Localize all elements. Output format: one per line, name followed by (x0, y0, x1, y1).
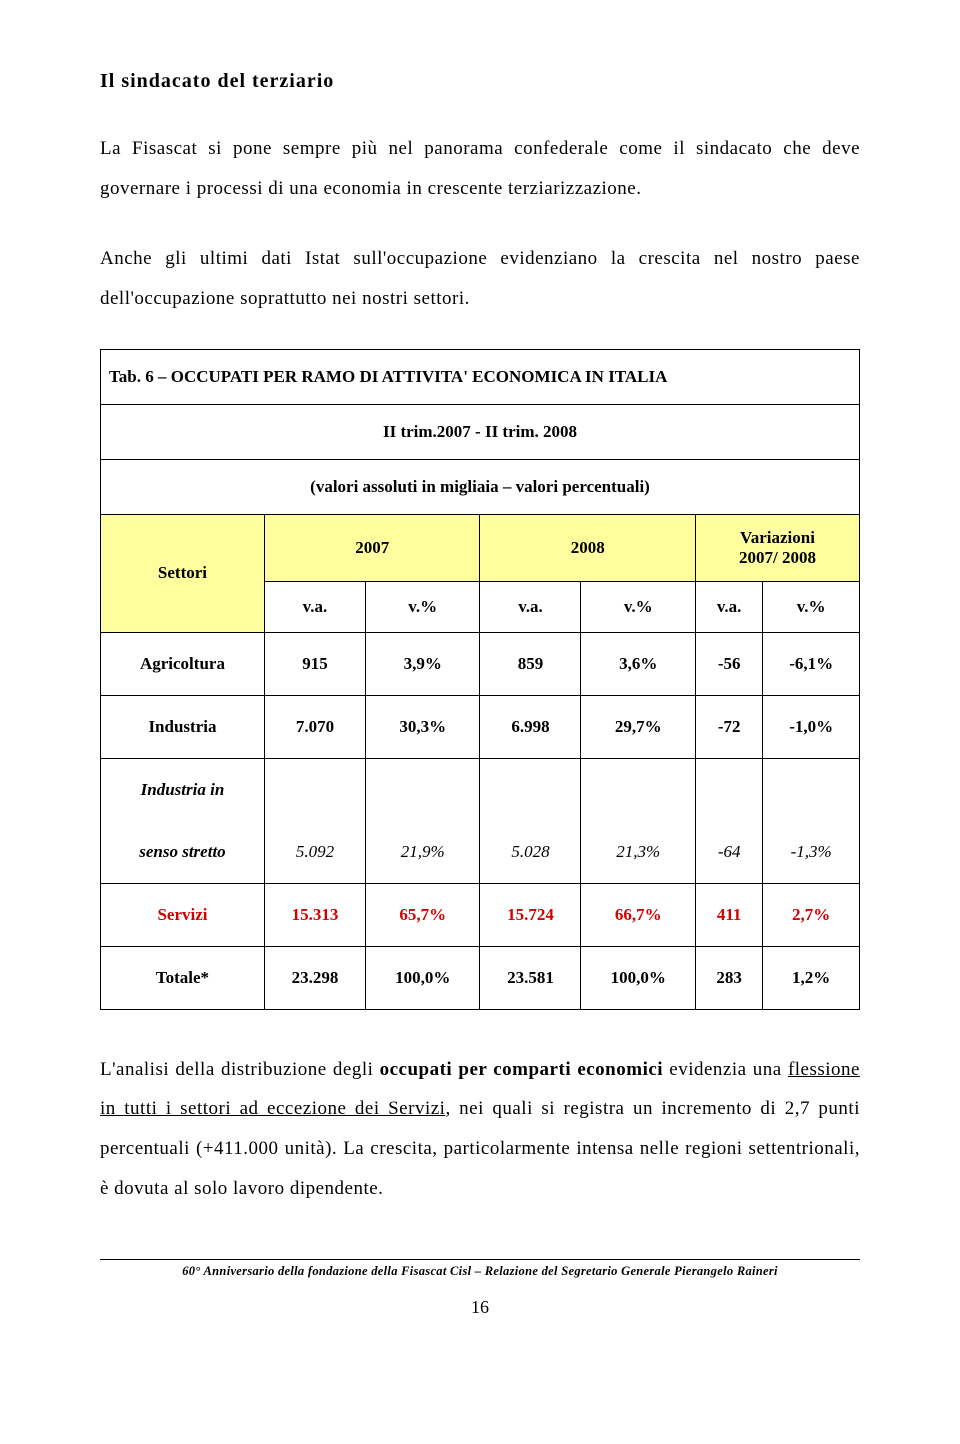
table-cell: -72 (695, 695, 762, 758)
header-variazioni: Variazioni 2007/ 2008 (695, 514, 859, 581)
table-subtitle: (valori assoluti in migliaia – valori pe… (101, 459, 860, 514)
table-cell: 100,0% (365, 946, 480, 1009)
page-number: 16 (100, 1297, 860, 1318)
table-cell: 3,9% (365, 632, 480, 695)
table-cell (365, 758, 480, 821)
table-cell: 30,3% (365, 695, 480, 758)
row-label: Servizi (101, 883, 265, 946)
table-row: Servizi15.31365,7%15.72466,7%4112,7% (101, 883, 860, 946)
table-row: Industria7.07030,3%6.99829,7%-72-1,0% (101, 695, 860, 758)
table-cell: 15.724 (480, 883, 581, 946)
header-settori: Settori (101, 514, 265, 632)
sub-va-08: v.a. (480, 581, 581, 632)
table-cell: 859 (480, 632, 581, 695)
table-subtitle-row: (valori assoluti in migliaia – valori pe… (101, 459, 860, 514)
row-label: Totale* (101, 946, 265, 1009)
table-cell (264, 758, 365, 821)
table-wrapper: Tab. 6 – OCCUPATI PER RAMO DI ATTIVITA' … (100, 349, 860, 1010)
table-cell (480, 758, 581, 821)
sub-va-var: v.a. (695, 581, 762, 632)
table-cell: 21,3% (581, 821, 696, 884)
table-cell: 100,0% (581, 946, 696, 1009)
table-cell: -1,3% (763, 821, 860, 884)
table-cell: 411 (695, 883, 762, 946)
closing-paragraph: L'analisi della distribuzione degli occu… (100, 1050, 860, 1210)
table-cell: 7.070 (264, 695, 365, 758)
table-cell: 23.298 (264, 946, 365, 1009)
header-2007: 2007 (264, 514, 480, 581)
table-period-row: II trim.2007 - II trim. 2008 (101, 404, 860, 459)
table-cell: 2,7% (763, 883, 860, 946)
footer-divider (100, 1259, 860, 1260)
table-cell: 6.998 (480, 695, 581, 758)
table-row: Totale*23.298100,0%23.581100,0%2831,2% (101, 946, 860, 1009)
closing-bold: occupati per comparti economici (380, 1059, 663, 1080)
table-cell: 915 (264, 632, 365, 695)
table-title-row: Tab. 6 – OCCUPATI PER RAMO DI ATTIVITA' … (101, 349, 860, 404)
table-cell (695, 758, 762, 821)
page-container: Il sindacato del terziario La Fisascat s… (0, 0, 960, 1386)
header-var-label: Variazioni (740, 528, 815, 547)
table-cell: 1,2% (763, 946, 860, 1009)
sub-va-07: v.a. (264, 581, 365, 632)
table-row: Agricoltura9153,9%8593,6%-56-6,1% (101, 632, 860, 695)
sub-vp-08: v.% (581, 581, 696, 632)
header-var-years: 2007/ 2008 (739, 548, 816, 567)
table-cell: 5.028 (480, 821, 581, 884)
row-label-bottom: senso stretto (101, 821, 265, 884)
table-cell: 21,9% (365, 821, 480, 884)
table-cell (763, 758, 860, 821)
row-label: Industria (101, 695, 265, 758)
table-cell: 283 (695, 946, 762, 1009)
table-row: senso stretto5.09221,9%5.02821,3%-64-1,3… (101, 821, 860, 884)
table-cell: 3,6% (581, 632, 696, 695)
sub-vp-var: v.% (763, 581, 860, 632)
footer-text: 60° Anniversario della fondazione della … (100, 1264, 860, 1279)
table-title: Tab. 6 – OCCUPATI PER RAMO DI ATTIVITA' … (101, 349, 860, 404)
row-label-top: Industria in (101, 758, 265, 821)
paragraph-1: La Fisascat si pone sempre più nel panor… (100, 129, 860, 209)
table-cell: 66,7% (581, 883, 696, 946)
section-title: Il sindacato del terziario (100, 70, 860, 93)
paragraph-2: Anche gli ultimi dati Istat sull'occupaz… (100, 239, 860, 319)
table-period: II trim.2007 - II trim. 2008 (101, 404, 860, 459)
table-cell: 15.313 (264, 883, 365, 946)
table-cell: 23.581 (480, 946, 581, 1009)
table-row: Industria in (101, 758, 860, 821)
table-cell: -1,0% (763, 695, 860, 758)
row-label: Agricoltura (101, 632, 265, 695)
table-cell: -64 (695, 821, 762, 884)
table-cell (581, 758, 696, 821)
closing-t1: L'analisi della distribuzione degli (100, 1059, 380, 1080)
table-cell: 65,7% (365, 883, 480, 946)
closing-t3: evidenzia una (663, 1059, 788, 1080)
table-cell: 5.092 (264, 821, 365, 884)
table-cell: 29,7% (581, 695, 696, 758)
data-table: Tab. 6 – OCCUPATI PER RAMO DI ATTIVITA' … (100, 349, 860, 1010)
table-cell: -6,1% (763, 632, 860, 695)
sub-vp-07: v.% (365, 581, 480, 632)
header-2008: 2008 (480, 514, 696, 581)
table-header-row-1: Settori 2007 2008 Variazioni 2007/ 2008 (101, 514, 860, 581)
table-cell: -56 (695, 632, 762, 695)
